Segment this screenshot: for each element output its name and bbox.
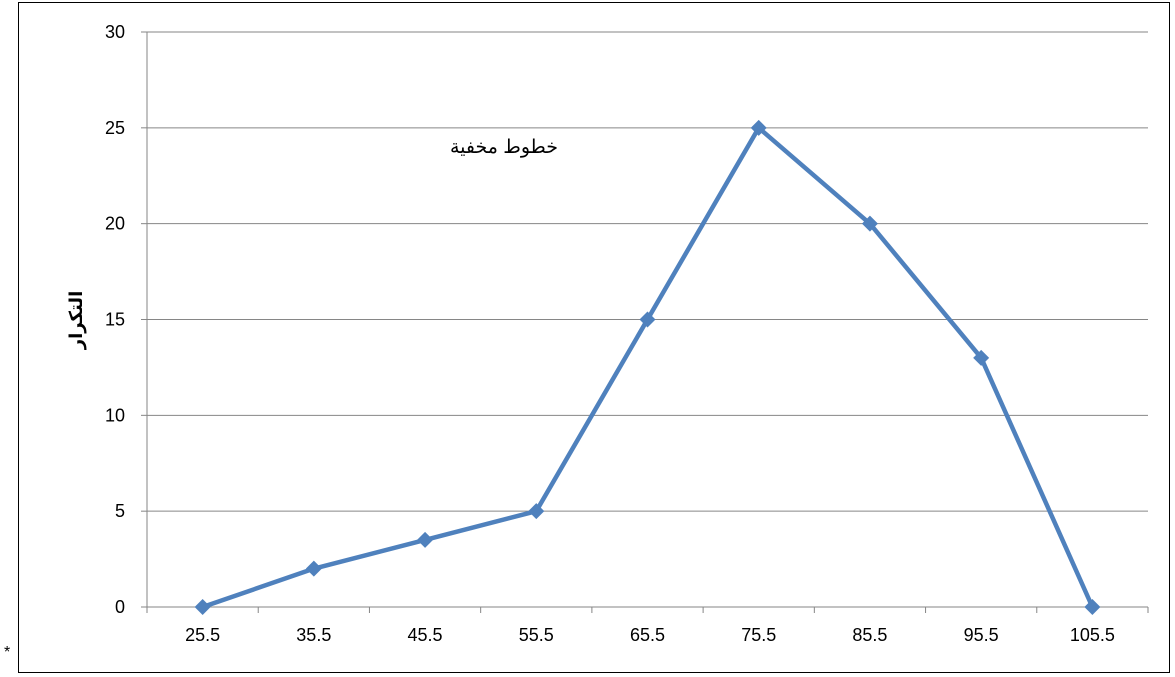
y-tick-label-20: 20 <box>105 214 125 234</box>
corner-mark: * <box>4 644 11 661</box>
grid-lines <box>147 31 1148 512</box>
x-tick-label-75.5: 75.5 <box>741 625 776 645</box>
x-tick-label-105.5: 105.5 <box>1070 625 1115 645</box>
y-tick-label-0: 0 <box>115 597 125 617</box>
data-point-105.5 <box>1084 599 1101 615</box>
data-point-65.5 <box>639 311 656 328</box>
x-tick-labels: 25.5 35.5 45.5 55.5 65.5 75.5 85.5 95.5 105.5 <box>185 625 1115 645</box>
y-axis-label: التكرار <box>66 291 87 350</box>
y-tick-label-25: 25 <box>105 118 125 138</box>
data-point-75.5 <box>750 119 767 136</box>
x-tick-label-95.5: 95.5 <box>964 625 999 645</box>
x-tick-label-85.5: 85.5 <box>852 625 887 645</box>
series-line <box>194 119 1101 615</box>
x-tick-label-55.5: 55.5 <box>519 625 554 645</box>
data-point-85.5 <box>861 215 878 232</box>
annotation-text: خطوط مخفية <box>450 137 558 158</box>
y-tick-label-10: 10 <box>105 405 125 425</box>
series-polyline <box>200 125 1095 610</box>
y-tick-label-30: 30 <box>105 22 125 42</box>
x-tick-label-45.5: 45.5 <box>408 625 443 645</box>
data-point-35.5 <box>305 560 322 577</box>
x-tick-label-65.5: 65.5 <box>630 625 665 645</box>
x-tick-label-35.5: 35.5 <box>296 625 331 645</box>
data-point-25.5 <box>194 599 211 615</box>
data-point-55.5 <box>528 503 545 520</box>
chart-frame <box>18 2 1170 673</box>
y-tick-labels: 0 5 10 15 20 25 30 <box>105 22 125 617</box>
x-tick-label-25.5: 25.5 <box>185 625 220 645</box>
axes <box>141 31 1149 613</box>
data-point-45.5 <box>417 531 434 548</box>
data-point-95.5 <box>973 349 990 366</box>
y-tick-label-5: 5 <box>115 501 125 521</box>
y-tick-label-15: 15 <box>105 310 125 330</box>
